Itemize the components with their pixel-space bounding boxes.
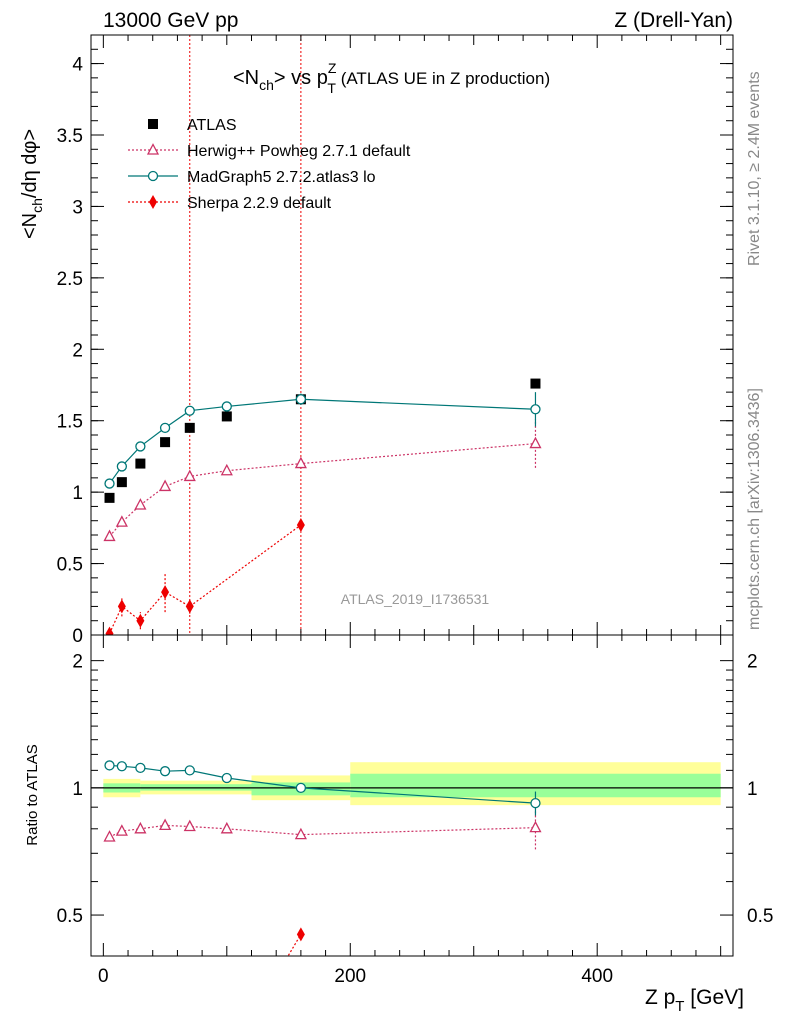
ratio-data-point [220, 821, 233, 834]
main-data-point [220, 463, 233, 476]
main-data-point [296, 518, 305, 532]
legend-entry-label: Herwig++ Powheg 2.7.1 default [187, 143, 411, 160]
main-data-point [116, 461, 128, 472]
ratio-data-point [529, 820, 542, 833]
analysis-watermark: ATLAS_2019_I1736531 [341, 591, 490, 607]
ratio-data-point [294, 827, 307, 840]
main-data-point [161, 585, 170, 600]
ratio-data-point [104, 760, 115, 771]
legend-marker [149, 195, 157, 209]
plot-title: <Nch> vs pZ T (ATLAS UE in Z production) [233, 60, 550, 96]
ratio-y-tick-label-right: 1 [747, 779, 758, 800]
ratio-data-point [159, 818, 172, 831]
ratio-plot-frame [90, 634, 734, 957]
main-y-tick-label: 1.5 [57, 412, 83, 433]
ratio-data-point [116, 761, 128, 772]
ratio-y-axis-label: Ratio to ATLAS [24, 744, 41, 845]
main-y-axis-label: <Nch/dη dφ> [19, 129, 45, 239]
ratio-data-point [135, 762, 146, 774]
main-y-tick-label: 4 [72, 55, 83, 76]
main-series-line-1 [109, 442, 536, 537]
ratio-data-point [159, 766, 171, 777]
main-data-point [294, 456, 307, 469]
main-data-point [184, 405, 195, 416]
main-data-point [104, 492, 115, 503]
main-data-point [221, 401, 232, 412]
ratio-data-point [115, 824, 128, 836]
ratio-data-point [183, 819, 196, 832]
legend: ATLAS Herwig++ Powheg 2.7.1 default MadGra… [128, 117, 411, 212]
rivet-version-label: Rivet 3.1.10, ≥ 2.4M events [746, 71, 763, 266]
main-data-point [530, 404, 541, 415]
x-tick-label: 400 [581, 966, 613, 987]
main-data-point [530, 378, 541, 389]
main-series-line-3 [108, 524, 302, 634]
main-data-point [221, 411, 232, 422]
ratio-y-tick-label: 0.5 [57, 906, 83, 927]
ratio-y-tick-label-right: 2 [747, 652, 758, 673]
ratio-y-tick-label-right: 0.5 [747, 906, 773, 927]
main-panel-axes: 0 0.5 1 1.5 2 2.5 3 3.5 4 [57, 34, 733, 647]
ratio-series-line-2 [287, 934, 302, 956]
main-data-point [115, 515, 128, 527]
main-data-point [134, 498, 147, 510]
main-y-tick-label: 0.5 [57, 555, 83, 576]
main-y-tick-label: 0 [72, 626, 83, 647]
ratio-y-tick-label: 2 [72, 652, 83, 673]
main-y-tick-label: 3.5 [57, 126, 83, 147]
main-panel-markers [103, 378, 542, 635]
ratio-data-point [221, 772, 232, 784]
main-data-point [136, 613, 145, 628]
ratio-data-point [295, 782, 307, 793]
ratio-data-point [134, 821, 147, 834]
x-tick-label: 200 [334, 966, 366, 987]
main-data-point [135, 441, 146, 452]
main-data-point [135, 458, 146, 469]
legend-entry-label: Sherpa 2.2.9 default [187, 195, 332, 212]
ratio-panel-axes: 0.5 0.5 1 1 2 2 0 200 400 [57, 635, 773, 987]
main-data-point [117, 599, 126, 614]
main-data-point [103, 529, 116, 542]
legend-entry-label: MadGraph5 2.7.2.atlas3 lo [187, 169, 376, 186]
main-y-tick-label: 3 [72, 197, 83, 218]
legend-marker [146, 143, 160, 155]
legend-marker [148, 119, 158, 129]
main-data-point [105, 626, 114, 635]
mcplots-reference-label: mcplots.cern.ch [arXiv:1306.3436] [746, 388, 763, 630]
legend-entry-label: ATLAS [187, 117, 237, 134]
main-data-point [160, 437, 171, 448]
main-data-point [295, 394, 307, 405]
ratio-y-tick-label: 1 [72, 779, 83, 800]
x-tick-label: 0 [98, 966, 109, 987]
ratio-data-point [103, 830, 116, 842]
stat-uncertainty-band [350, 773, 721, 798]
header-right: Z (Drell-Yan) [614, 9, 733, 32]
main-y-tick-label: 2 [72, 340, 83, 361]
main-y-tick-label: 2.5 [57, 269, 83, 290]
main-data-point [529, 436, 542, 449]
main-data-point [159, 479, 172, 492]
main-data-point [184, 422, 195, 433]
main-data-point [104, 478, 115, 489]
ratio-data-point [184, 765, 195, 776]
legend-marker [147, 170, 159, 182]
header-left: 13000 GeV pp [103, 9, 238, 32]
main-y-tick-label: 1 [72, 483, 83, 504]
ratio-data-point [530, 798, 541, 809]
x-axis-label: Z pT [GeV] [645, 986, 744, 1015]
ratio-data-point [296, 927, 305, 942]
main-data-point [116, 477, 127, 488]
main-data-point [159, 422, 171, 434]
ratio-panel-markers [103, 760, 542, 942]
main-data-point [183, 469, 196, 482]
main-data-point [185, 599, 194, 614]
